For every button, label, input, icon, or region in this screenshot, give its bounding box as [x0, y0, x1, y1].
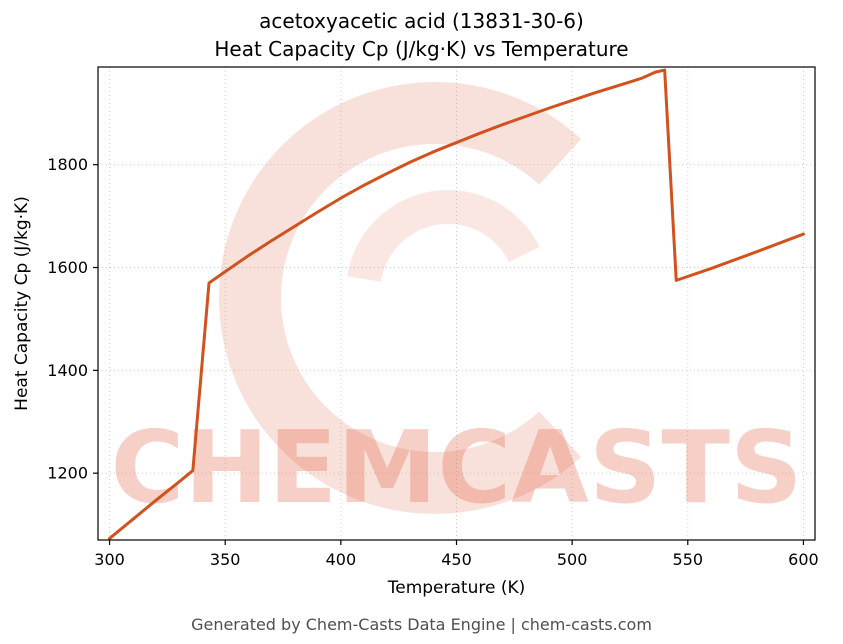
y-tick-label: 1200 [47, 464, 88, 483]
x-tick-label: 400 [326, 550, 357, 569]
y-tick-label: 1600 [47, 258, 88, 277]
chart-title-line2: Heat Capacity Cp (J/kg·K) vs Temperature [214, 37, 629, 61]
x-axis-label: Temperature (K) [387, 578, 526, 598]
chart-title: acetoxyacetic acid (13831-30-6) Heat Cap… [0, 7, 843, 63]
watermark-logo-icon [219, 82, 651, 514]
y-tick-label: 1800 [47, 155, 88, 174]
watermark-text: CHEMCASTS [111, 409, 803, 526]
watermark: CHEMCASTS [111, 82, 803, 526]
x-tick-label: 450 [441, 550, 472, 569]
x-tick-label: 550 [673, 550, 704, 569]
x-tick-label: 300 [94, 550, 125, 569]
chart-title-line1: acetoxyacetic acid (13831-30-6) [259, 9, 584, 33]
axis-ticks: 300 350 400 450 500 550 600 1200 1400 1600 1800 [47, 155, 818, 569]
x-tick-label: 350 [210, 550, 241, 569]
y-tick-label: 1400 [47, 361, 88, 380]
x-tick-label: 500 [557, 550, 588, 569]
watermark-logo-swirl [346, 190, 550, 394]
x-tick-label: 600 [788, 550, 819, 569]
gridlines [98, 67, 815, 540]
cp-line-series [108, 68, 805, 540]
footer-credit: Generated by Chem-Casts Data Engine | ch… [191, 615, 652, 634]
y-axis-label: Heat Capacity Cp (J/kg·K) [12, 196, 32, 411]
